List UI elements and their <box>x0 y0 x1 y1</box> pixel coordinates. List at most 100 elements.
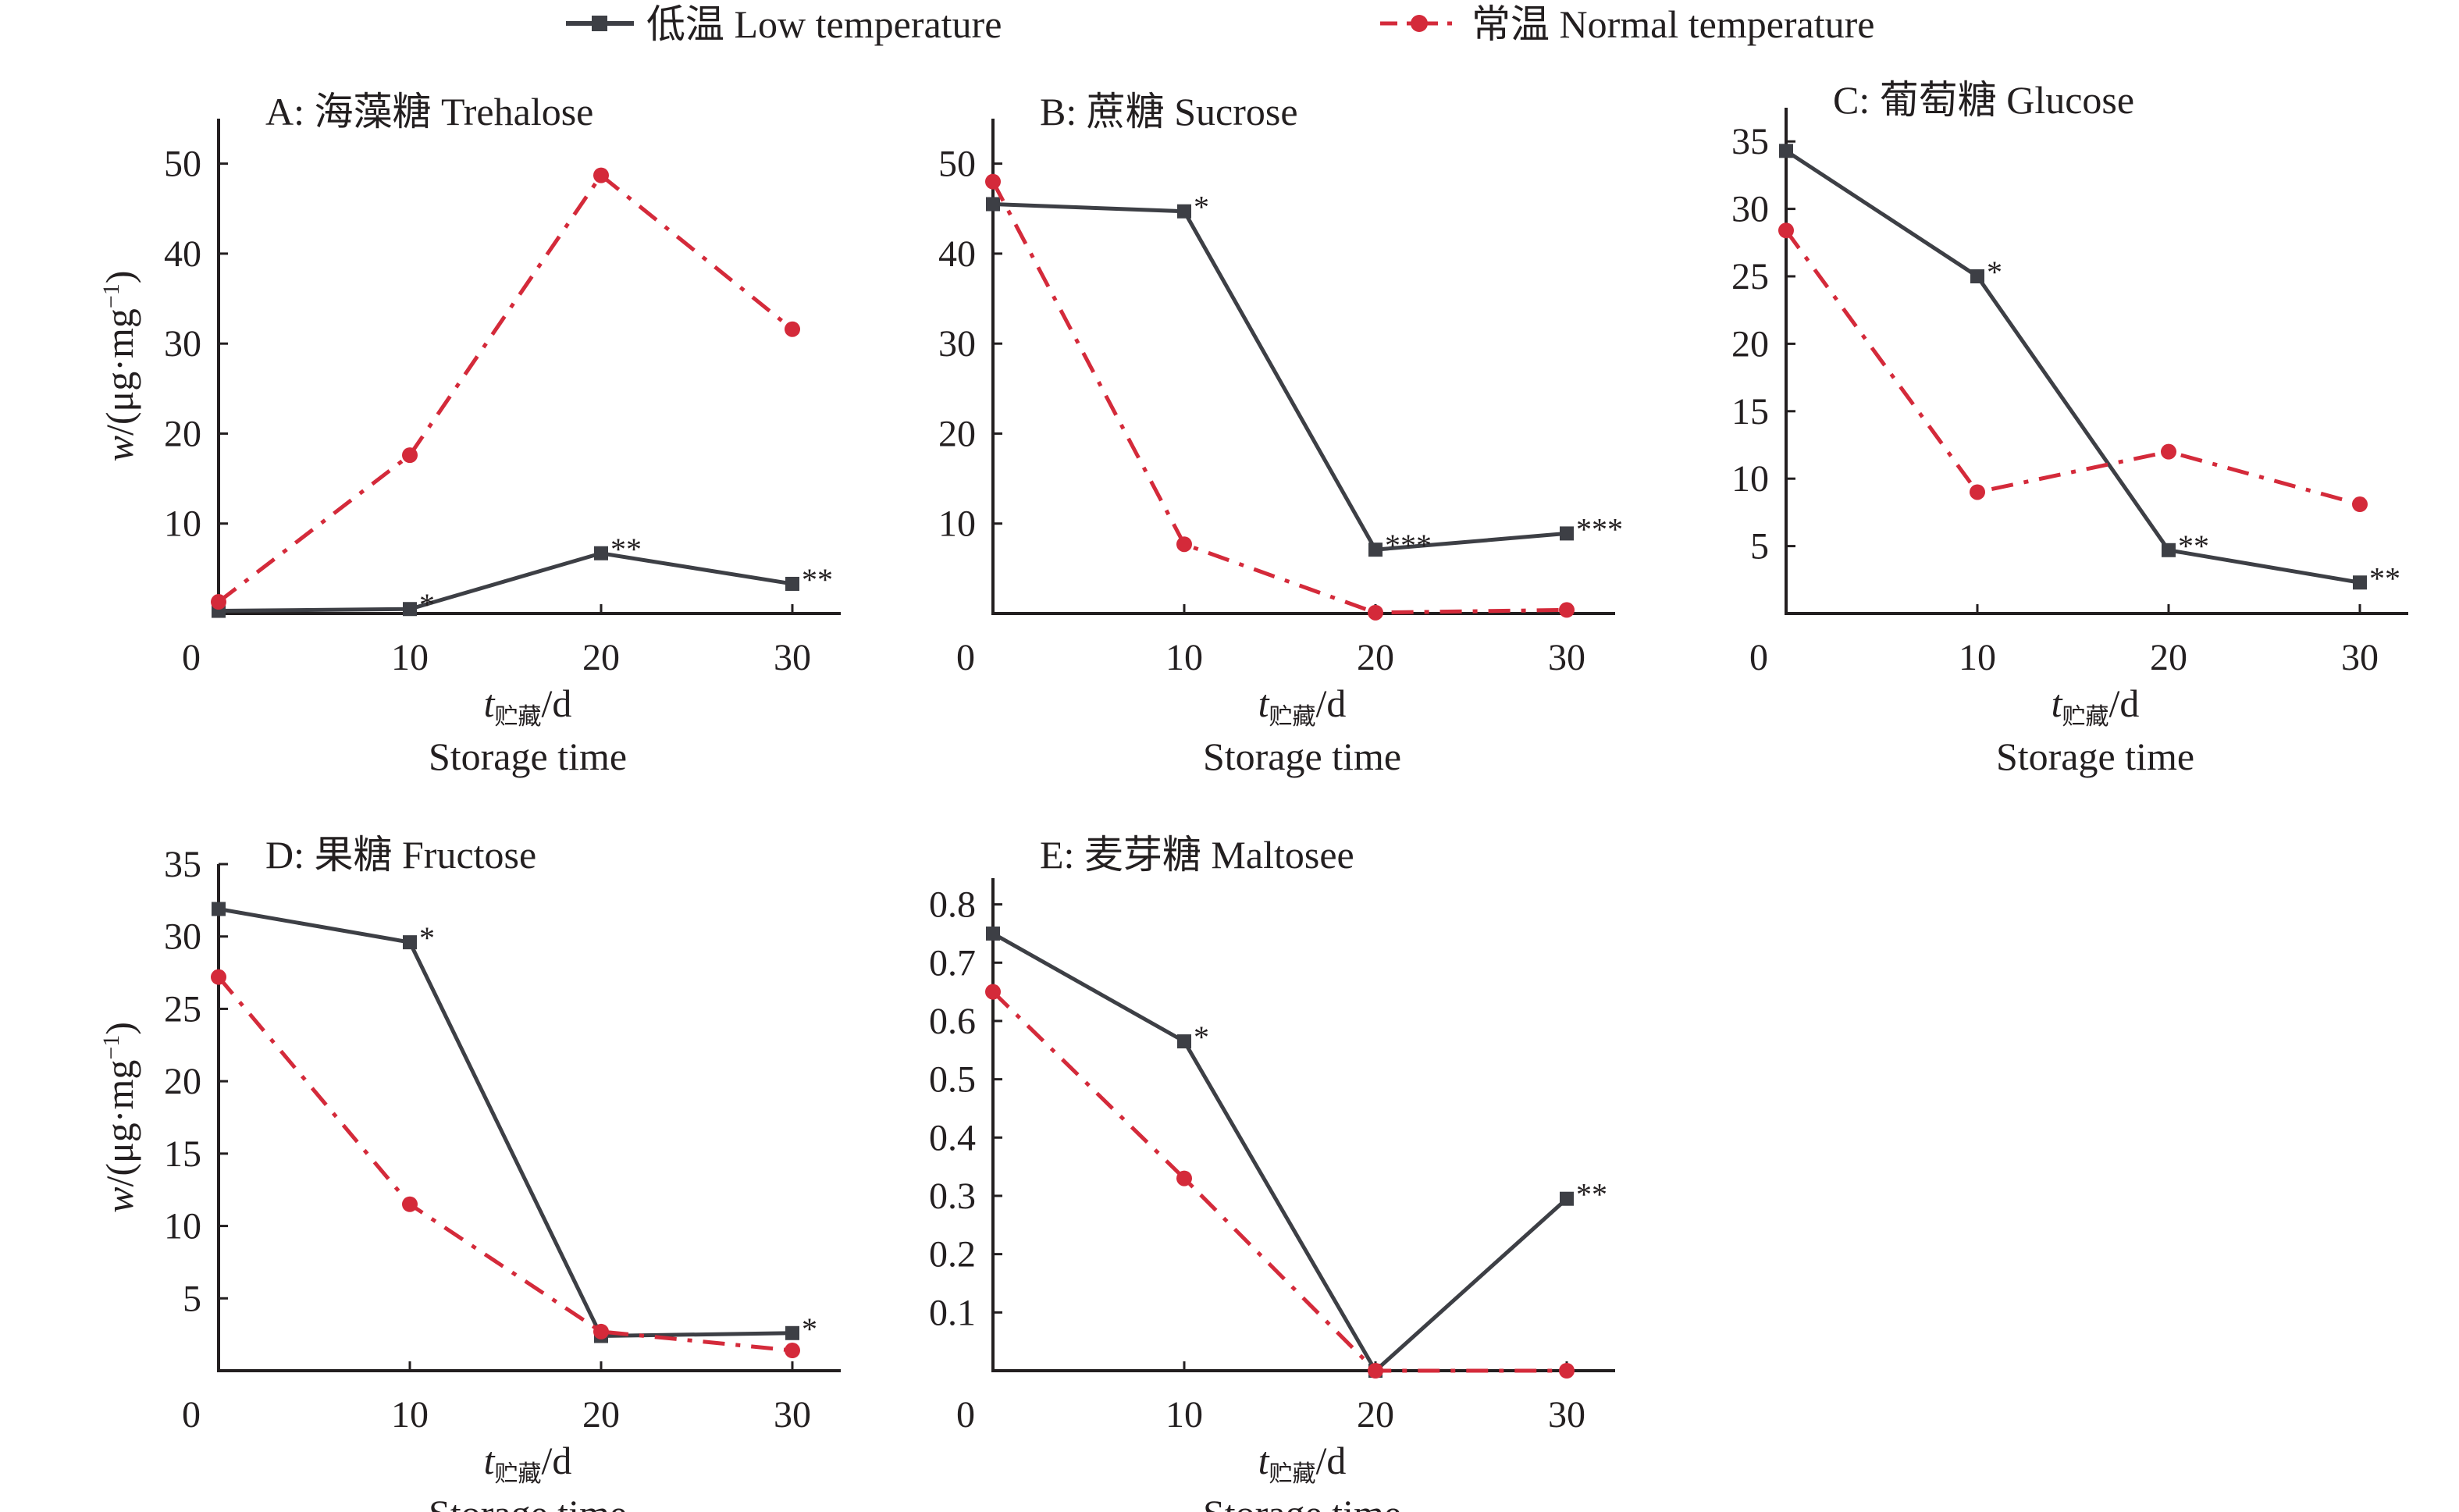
data-point-square <box>986 926 1000 941</box>
significance-label: * <box>1194 190 1209 225</box>
data-point-circle <box>985 984 1001 1000</box>
x-label-unit: /d <box>1316 1439 1347 1482</box>
significance-label: * <box>419 920 435 955</box>
data-point-square <box>1177 204 1191 219</box>
data-point-circle <box>1176 536 1192 553</box>
data-point-square <box>1368 543 1383 557</box>
series-line <box>218 907 793 1339</box>
y-tick-label: 0.3 <box>929 1176 976 1217</box>
x-tick-label: 30 <box>774 1394 811 1436</box>
x-label-sub: 贮藏 <box>1269 704 1316 730</box>
data-point-square <box>986 197 1000 212</box>
data-point-square <box>594 546 608 560</box>
x-tick-label: 0 <box>182 637 201 678</box>
y-tick-label: 5 <box>183 1278 201 1319</box>
data-point-circle <box>1368 1363 1383 1379</box>
x-axis-label-en: Storage time <box>1203 735 1401 778</box>
x-label-sub: 贮藏 <box>1269 1461 1316 1487</box>
series-normal-temperature <box>211 167 800 610</box>
y-label-sup: −1 <box>98 1035 124 1060</box>
chart-title: B: 蔗糖 Sucrose <box>1040 90 1298 133</box>
data-point-circle <box>1559 602 1575 618</box>
y-tick-label: 20 <box>1731 323 1769 365</box>
x-label-unit: /d <box>542 1439 572 1482</box>
significance-label: ** <box>1576 1177 1607 1212</box>
x-label-var: t <box>484 681 496 725</box>
legend: 低温 Low temperature 常温 Normal temperature <box>566 2 1874 46</box>
x-tick-label: 20 <box>582 637 620 678</box>
y-tick-label: 20 <box>164 1061 201 1102</box>
series-normal-temperature <box>211 969 800 1359</box>
x-axis-label: t贮藏/d <box>484 681 572 730</box>
data-point-circle <box>785 1343 800 1359</box>
data-point-circle <box>1970 484 1985 500</box>
x-tick-label: 20 <box>2150 637 2187 678</box>
y-label-var: w <box>98 1187 141 1213</box>
data-point-circle <box>402 447 418 464</box>
y-tick-label: 10 <box>164 1206 201 1247</box>
square-marker-icon <box>592 16 607 31</box>
significance-label: ** <box>2369 560 2400 596</box>
x-tick-label: 10 <box>1165 1394 1203 1436</box>
y-tick-label: 35 <box>1731 121 1769 162</box>
series-low-temperature: ***** <box>212 532 833 622</box>
x-tick-label: 10 <box>1959 637 1996 678</box>
data-point-square <box>785 576 799 591</box>
y-tick-label: 0.7 <box>929 942 976 984</box>
y-label-var: w <box>98 436 141 461</box>
x-tick-label: 0 <box>956 1394 975 1436</box>
data-point-circle <box>985 173 1001 190</box>
y-label-unit: /(μg·mg <box>98 308 141 436</box>
legend-label-normal: 常温 Normal temperature <box>1471 2 1874 46</box>
y-tick-label: 0.4 <box>929 1117 976 1158</box>
significance-label: ** <box>610 532 642 567</box>
data-point-circle <box>785 321 800 337</box>
data-point-circle <box>2161 443 2176 460</box>
data-point-square <box>785 1325 799 1340</box>
series-normal-temperature <box>985 173 1575 621</box>
y-tick-label: 5 <box>1750 526 1769 567</box>
y-tick-label: 0.5 <box>929 1059 976 1101</box>
legend-label-low: 低温 Low temperature <box>646 2 1002 46</box>
x-axis-label: t贮藏/d <box>1258 681 1347 730</box>
series-line <box>1784 229 2361 507</box>
x-label-sub: 贮藏 <box>495 704 542 730</box>
x-label-var: t <box>484 1439 496 1482</box>
chart-panel-a: A: 海藻糖 Trehalose 0 10 20 30 10 20 30 40 50 t贮藏/d St… <box>98 90 841 778</box>
y-tick-label: 40 <box>164 233 201 275</box>
y-tick-label: 0.6 <box>929 1001 976 1042</box>
x-label-unit: /d <box>1316 681 1347 725</box>
x-label-var: t <box>2052 681 2063 725</box>
x-tick-label: 20 <box>582 1394 620 1436</box>
data-point-circle <box>402 1196 418 1212</box>
y-label-sup: −1 <box>98 283 124 308</box>
data-point-circle <box>593 1323 609 1339</box>
x-label-unit: /d <box>2109 681 2140 725</box>
legend-item-low: 低温 Low temperature <box>566 2 1002 46</box>
x-tick-label: 30 <box>1548 637 1585 678</box>
significance-label: * <box>1987 254 2002 290</box>
series-low-temperature: ** <box>212 902 817 1347</box>
data-point-square <box>2353 575 2367 590</box>
x-tick-label: 0 <box>182 1394 201 1436</box>
chart-title: D: 果糖 Fructose <box>265 833 536 877</box>
chart-panel-e: E: 麦芽糖 Maltosee 0 10 20 30 0.1 0.2 0.3 0.4 0.5 0.6… <box>929 833 1615 1512</box>
y-tick-label: 10 <box>1731 458 1769 500</box>
chart-panel-c: C: 葡萄糖 Glucose 0 10 20 30 5 10 15 20 25 30 35 t贮藏/d S… <box>1731 78 2408 778</box>
y-tick-label: 15 <box>164 1133 201 1175</box>
y-tick-label: 10 <box>164 503 201 545</box>
data-point-square <box>1177 1034 1191 1049</box>
significance-label: * <box>419 587 435 622</box>
series-line <box>1785 149 2361 585</box>
y-tick-label: 20 <box>164 413 201 454</box>
data-point-circle <box>211 969 226 985</box>
x-label-var: t <box>1258 1439 1270 1482</box>
x-axis-label-en: Storage time <box>1996 735 2194 778</box>
chart-title: C: 葡萄糖 Glucose <box>1833 78 2134 122</box>
series-line <box>217 172 794 603</box>
chart-title: A: 海藻糖 Trehalose <box>265 90 593 133</box>
chart-panel-b: B: 蔗糖 Sucrose 0 10 20 30 10 20 30 40 50 t贮藏/d Stora… <box>938 90 1623 778</box>
x-tick-label: 30 <box>774 637 811 678</box>
series-line <box>992 202 1568 552</box>
x-tick-label: 20 <box>1357 637 1394 678</box>
